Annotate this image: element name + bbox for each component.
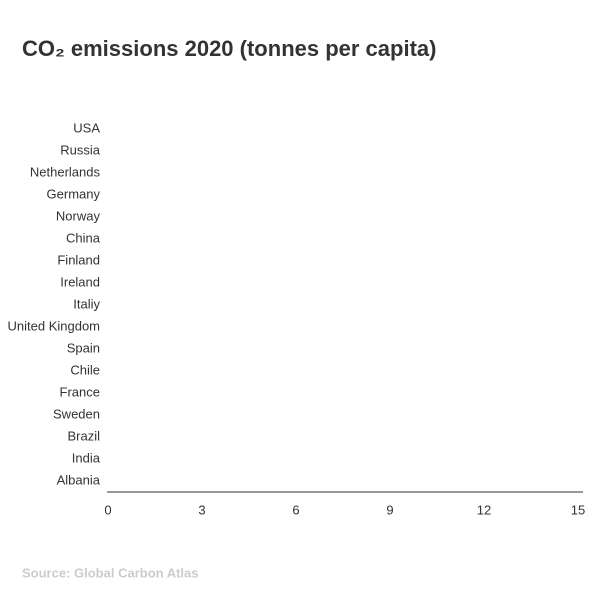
y-tick-label: China: [66, 230, 101, 245]
x-tick-label: 0: [104, 502, 111, 517]
x-tick-label: 15: [571, 502, 585, 517]
y-tick-label: USA: [73, 120, 100, 135]
y-tick-label: India: [72, 450, 101, 465]
x-tick-label: 12: [477, 502, 491, 517]
y-tick-label: Ireland: [60, 274, 100, 289]
y-tick-label: Russia: [60, 142, 101, 157]
y-tick-label: Germany: [47, 186, 101, 201]
y-tick-label: Sweden: [53, 406, 100, 421]
x-tick-label: 6: [292, 502, 299, 517]
y-tick-label: France: [60, 384, 100, 399]
x-tick-label: 9: [386, 502, 393, 517]
y-tick-label: Brazil: [67, 428, 100, 443]
source-note: Source: Global Carbon Atlas: [22, 565, 199, 580]
y-tick-label: Netherlands: [30, 164, 101, 179]
y-tick-label: Norway: [56, 208, 101, 223]
y-tick-label: Spain: [67, 340, 100, 355]
y-tick-label: Finland: [57, 252, 100, 267]
y-tick-label: Chile: [70, 362, 100, 377]
x-tick-label: 3: [198, 502, 205, 517]
chart-title: CO₂ emissions 2020 (tonnes per capita): [22, 36, 436, 61]
y-tick-label: United Kingdom: [8, 318, 101, 333]
y-tick-label: Albania: [57, 472, 101, 487]
y-tick-label: Italiy: [73, 296, 100, 311]
